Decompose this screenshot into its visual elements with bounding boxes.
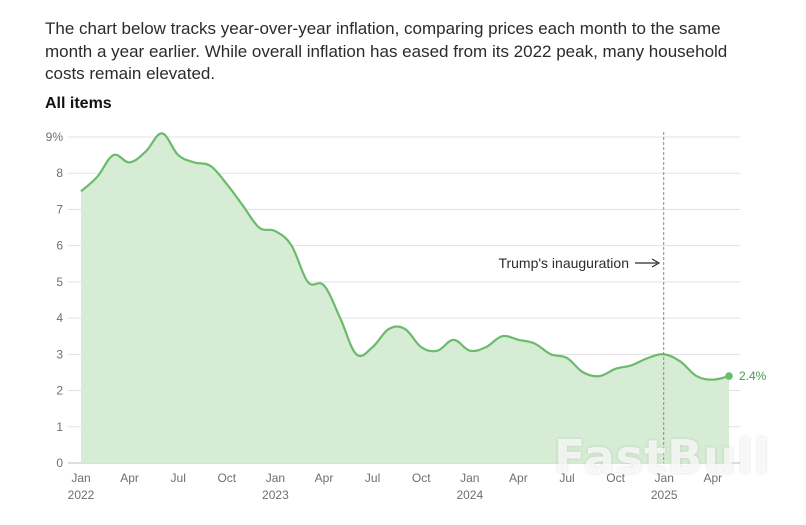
x-tick-label: Jan <box>71 471 90 485</box>
x-tick-label: Apr <box>509 471 528 485</box>
x-tick-label: Jan <box>460 471 479 485</box>
x-tick-year-label: 2022 <box>68 488 95 502</box>
y-tick-label: 1 <box>56 420 63 434</box>
x-tick-label: Oct <box>217 471 236 485</box>
series-line <box>80 132 730 381</box>
inauguration-label: Trump's inauguration <box>498 255 629 271</box>
annotation-arrow-head <box>651 258 661 268</box>
x-tick-label: Jan <box>266 471 285 485</box>
chart-title: All items <box>45 95 112 112</box>
x-tick-label: Jul <box>365 471 380 485</box>
x-axis-ticks: Jan 2022 Apr Jul Oct Jan 2023 Apr Jul Oct Jan 2024 A… <box>68 471 722 502</box>
y-tick-label: 0 <box>56 456 63 470</box>
fastbull-watermark: FastBull <box>554 430 771 484</box>
end-point-group: 2.4% <box>725 369 767 383</box>
x-tick-label: Oct <box>606 471 625 485</box>
x-tick-label: Jan <box>655 471 674 485</box>
y-tick-label: 5 <box>56 275 63 289</box>
y-tick-label: 2 <box>56 384 63 398</box>
y-tick-label: 7 <box>56 202 63 216</box>
series-area-fill <box>81 133 729 463</box>
y-axis-ticks: 0 1 2 3 4 5 6 7 8 9% <box>46 130 64 470</box>
y-tick-label: 3 <box>56 347 63 361</box>
x-tick-label: Oct <box>412 471 431 485</box>
x-tick-label: Jul <box>559 471 574 485</box>
end-value-label: 2.4% <box>739 369 767 383</box>
series-area <box>80 132 730 463</box>
x-tick-label: Apr <box>120 471 139 485</box>
inauguration-annotation: Trump's inauguration <box>498 132 665 463</box>
x-tick-year-label: 2024 <box>456 488 483 502</box>
y-tick-label: 9% <box>46 130 64 144</box>
y-tick-label: 6 <box>56 239 63 253</box>
x-tick-label: Jul <box>171 471 186 485</box>
x-tick-year-label: 2025 <box>651 488 678 502</box>
x-tick-label: Apr <box>703 471 722 485</box>
x-tick-label: Apr <box>315 471 334 485</box>
x-tick-year-label: 2023 <box>262 488 289 502</box>
y-tick-label: 8 <box>56 166 63 180</box>
intro-text: The chart below tracks year-over-year in… <box>45 19 728 83</box>
y-tick-label: 4 <box>56 311 63 325</box>
end-point <box>725 372 733 380</box>
